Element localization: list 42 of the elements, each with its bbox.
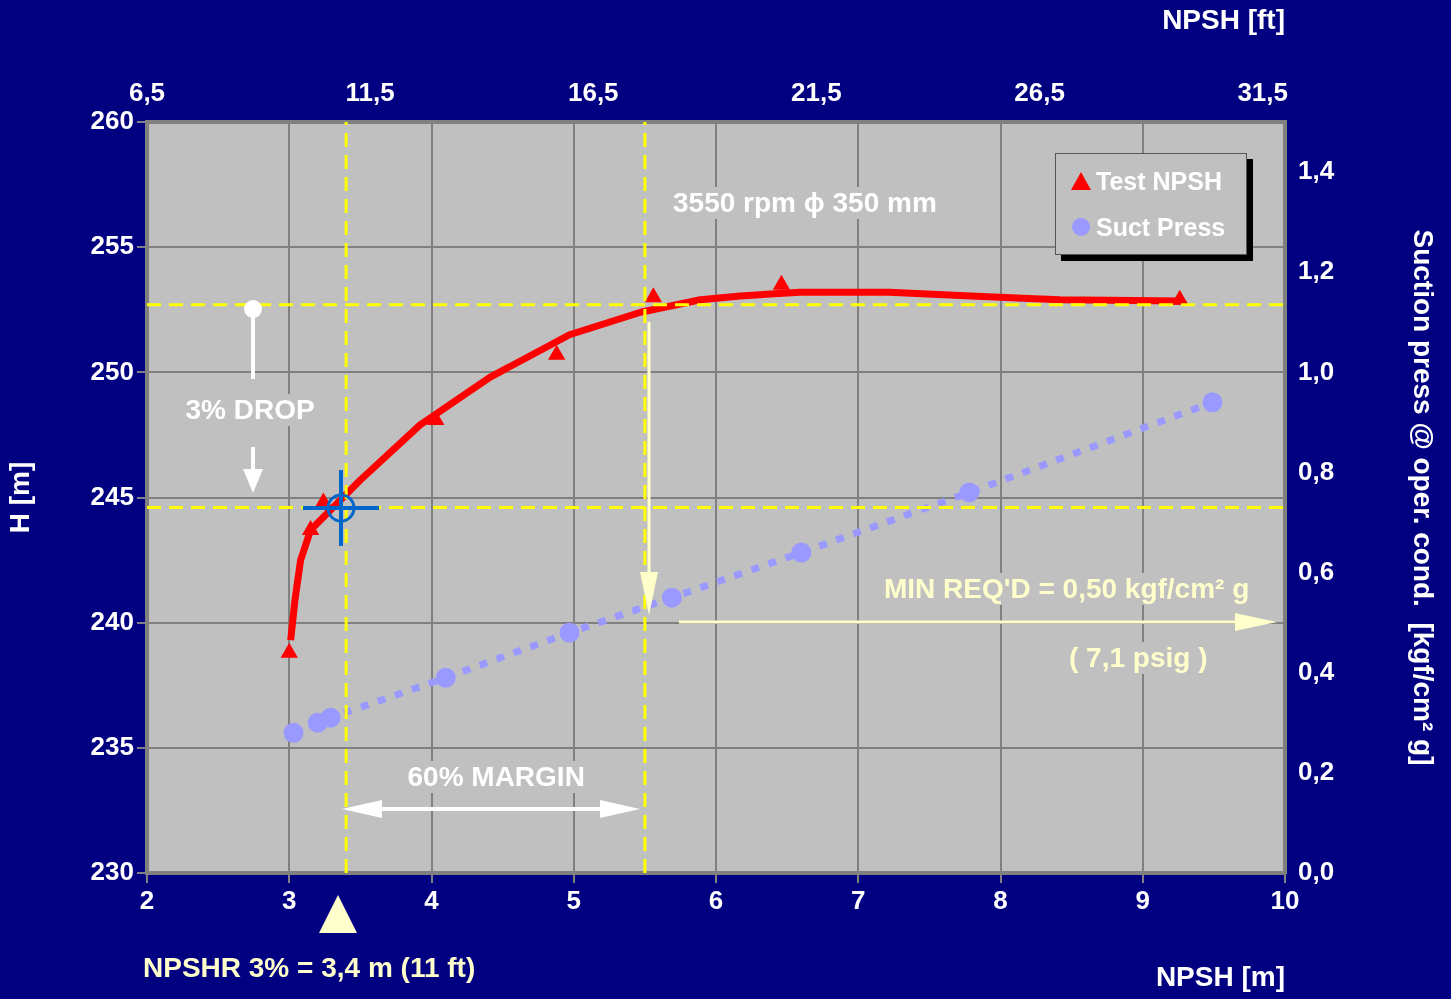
text: NPSHR 3% = 3,4 m (11 ft)	[143, 952, 476, 984]
x2-tick-label: 6,5	[128, 76, 166, 107]
legend-label: Test NPSH	[1096, 166, 1222, 196]
y2-tick-label: 0,0	[1298, 856, 1335, 887]
y-tick-label: 245	[90, 480, 134, 511]
x-axis-title: NPSH [m]	[1155, 960, 1285, 992]
legend-label: Suct Press	[1096, 212, 1226, 242]
x-tick-label: 9	[1135, 884, 1150, 915]
x2-tick-label: 31,5	[1237, 76, 1288, 107]
y2-tick-label: 1,4	[1298, 155, 1335, 186]
y-tick-label: 250	[90, 355, 134, 386]
x2-tick-label: 16,5	[567, 76, 619, 107]
annotation: 3% DROP	[181, 394, 319, 426]
x-tick-label: 4	[424, 884, 440, 915]
x-tick-label: 6	[708, 884, 724, 915]
annotation: 3550 rpm ϕ 350 mm	[669, 187, 941, 219]
x2-axis-title: NPSH [ft]	[1162, 3, 1285, 35]
x2-tick-label: 11,5	[345, 76, 395, 107]
y2-tick-label: 0,4	[1298, 655, 1335, 686]
x-tick-label: 3	[282, 884, 297, 915]
y-axis-title: H [m]	[3, 461, 35, 534]
y-tick-label: 235	[90, 731, 134, 762]
y-tick-label: 255	[90, 230, 134, 261]
x-tick-label: 2	[139, 884, 155, 915]
annotation: ( 7,1 psig )	[1065, 642, 1212, 674]
x-tick-label: 10	[1270, 884, 1300, 915]
x-tick-label: 5	[566, 884, 581, 915]
x-tick-label: 7	[851, 884, 866, 915]
y2-tick-label: 0,6	[1298, 555, 1335, 586]
y2-axis-title: Suction press @ oper. cond. [kgf/cm² g]	[1408, 229, 1440, 766]
x2-tick-label: 21,5	[791, 76, 842, 107]
y2-tick-label: 1,2	[1298, 255, 1335, 286]
y-tick-label: 260	[90, 105, 134, 136]
y-tick-label: 240	[90, 605, 134, 636]
y2-tick-label: 1,0	[1298, 355, 1335, 386]
y2-tick-label: 0,8	[1298, 455, 1335, 486]
y2-tick-label: 0,2	[1298, 756, 1335, 787]
x2-tick-label: 26,5	[1014, 76, 1065, 107]
annotation: 60% MARGIN	[403, 761, 589, 793]
y-tick-label: 230	[90, 856, 134, 887]
annotation: MIN REQ'D = 0,50 kgf/cm² g	[880, 573, 1254, 605]
x-tick-label: 8	[993, 884, 1008, 915]
